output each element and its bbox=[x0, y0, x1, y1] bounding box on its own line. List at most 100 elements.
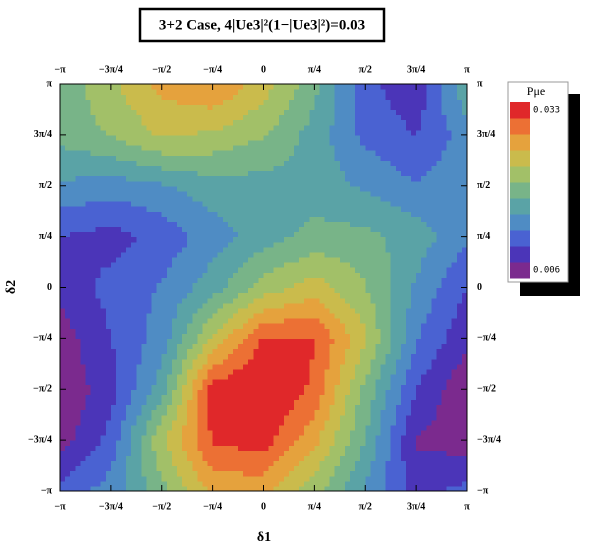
contour-cell bbox=[95, 221, 102, 228]
contour-cell bbox=[334, 348, 341, 355]
contour-cell bbox=[212, 348, 219, 355]
contour-cell bbox=[126, 226, 132, 233]
contour-cell bbox=[355, 419, 361, 426]
contour-cell bbox=[232, 394, 239, 401]
contour-cell bbox=[187, 277, 193, 284]
contour-cell bbox=[329, 302, 336, 309]
contour-cell bbox=[136, 292, 142, 299]
contour-cell bbox=[456, 297, 463, 304]
contour-cell bbox=[217, 221, 224, 228]
contour-cell bbox=[187, 262, 193, 268]
contour-cell bbox=[192, 267, 198, 273]
contour-cell bbox=[288, 404, 295, 411]
contour-cell bbox=[339, 389, 346, 395]
contour-cell bbox=[380, 450, 387, 456]
contour-cell bbox=[110, 475, 117, 482]
contour-cell bbox=[405, 241, 412, 248]
contour-cell bbox=[131, 353, 137, 360]
contour-cell bbox=[177, 343, 183, 350]
contour-cell bbox=[421, 429, 427, 436]
contour-cell bbox=[222, 318, 229, 324]
contour-cell bbox=[375, 287, 382, 294]
contour-cell bbox=[268, 272, 275, 278]
contour-cell bbox=[182, 256, 188, 263]
contour-cell bbox=[309, 399, 315, 406]
contour-cell bbox=[319, 435, 326, 441]
contour-cell bbox=[370, 338, 377, 345]
contour-cell bbox=[192, 297, 198, 304]
contour-cell bbox=[207, 282, 214, 289]
contour-cell bbox=[126, 485, 132, 492]
contour-cell bbox=[187, 358, 193, 365]
contour-cell bbox=[329, 195, 336, 202]
contour-cell bbox=[207, 414, 214, 421]
contour-cell bbox=[395, 480, 402, 487]
contour-cell bbox=[390, 318, 397, 324]
contour-cell bbox=[177, 282, 183, 289]
contour-cell bbox=[90, 241, 97, 248]
contour-cell bbox=[70, 343, 76, 350]
contour-cell bbox=[370, 470, 377, 477]
contour-cell bbox=[273, 287, 280, 294]
contour-cell bbox=[456, 302, 463, 309]
contour-cell bbox=[411, 373, 417, 380]
contour-cell bbox=[187, 353, 193, 360]
contour-cell bbox=[365, 241, 371, 248]
contour-cell bbox=[390, 450, 397, 456]
contour-cell bbox=[110, 307, 117, 314]
contour-cell bbox=[253, 201, 260, 207]
contour-cell bbox=[294, 424, 300, 431]
contour-cell bbox=[60, 246, 66, 253]
contour-cell bbox=[329, 338, 336, 345]
contour-cell bbox=[131, 480, 137, 487]
contour-cell bbox=[197, 262, 204, 268]
contour-cell bbox=[411, 312, 417, 319]
contour-cell bbox=[212, 287, 219, 294]
contour-cell bbox=[355, 236, 361, 243]
contour-cell bbox=[65, 221, 71, 228]
contour-cell bbox=[95, 435, 102, 441]
contour-cell bbox=[339, 363, 346, 370]
contour-cell bbox=[248, 272, 254, 278]
contour-cell bbox=[446, 404, 453, 411]
contour-cell bbox=[365, 312, 371, 319]
contour-cell bbox=[243, 251, 249, 258]
contour-cell bbox=[121, 429, 127, 436]
contour-cell bbox=[146, 338, 153, 345]
contour-cell bbox=[355, 333, 361, 339]
contour-cell bbox=[90, 307, 97, 314]
contour-cell bbox=[80, 272, 87, 278]
contour-cell bbox=[385, 262, 392, 268]
contour-cell bbox=[248, 435, 254, 441]
contour-cell bbox=[141, 267, 148, 273]
contour-cell bbox=[151, 221, 158, 228]
contour-cell bbox=[375, 277, 382, 284]
contour-cell bbox=[349, 429, 356, 436]
contour-cell bbox=[324, 353, 331, 360]
contour-cell bbox=[182, 419, 188, 426]
contour-cell bbox=[238, 404, 244, 411]
contour-cell bbox=[60, 272, 66, 278]
contour-cell bbox=[65, 139, 71, 146]
contour-cell bbox=[451, 338, 458, 345]
contour-cell bbox=[355, 267, 361, 273]
contour-cell bbox=[288, 343, 295, 350]
contour-cell bbox=[85, 379, 92, 385]
contour-cell bbox=[121, 455, 127, 462]
contour-cell bbox=[461, 465, 468, 472]
contour-cell bbox=[304, 414, 310, 421]
contour-cell bbox=[70, 292, 76, 299]
contour-cell bbox=[334, 343, 341, 350]
contour-cell bbox=[197, 414, 204, 421]
contour-cell bbox=[258, 368, 265, 375]
contour-cell bbox=[324, 338, 331, 345]
contour-cell bbox=[202, 318, 209, 324]
contour-cell bbox=[324, 475, 331, 482]
contour-cell bbox=[238, 450, 244, 456]
contour-cell bbox=[80, 292, 87, 299]
contour-cell bbox=[441, 226, 448, 233]
contour-cell bbox=[273, 292, 280, 299]
contour-cell bbox=[436, 384, 443, 390]
contour-cell bbox=[95, 241, 102, 248]
contour-cell bbox=[324, 424, 331, 431]
